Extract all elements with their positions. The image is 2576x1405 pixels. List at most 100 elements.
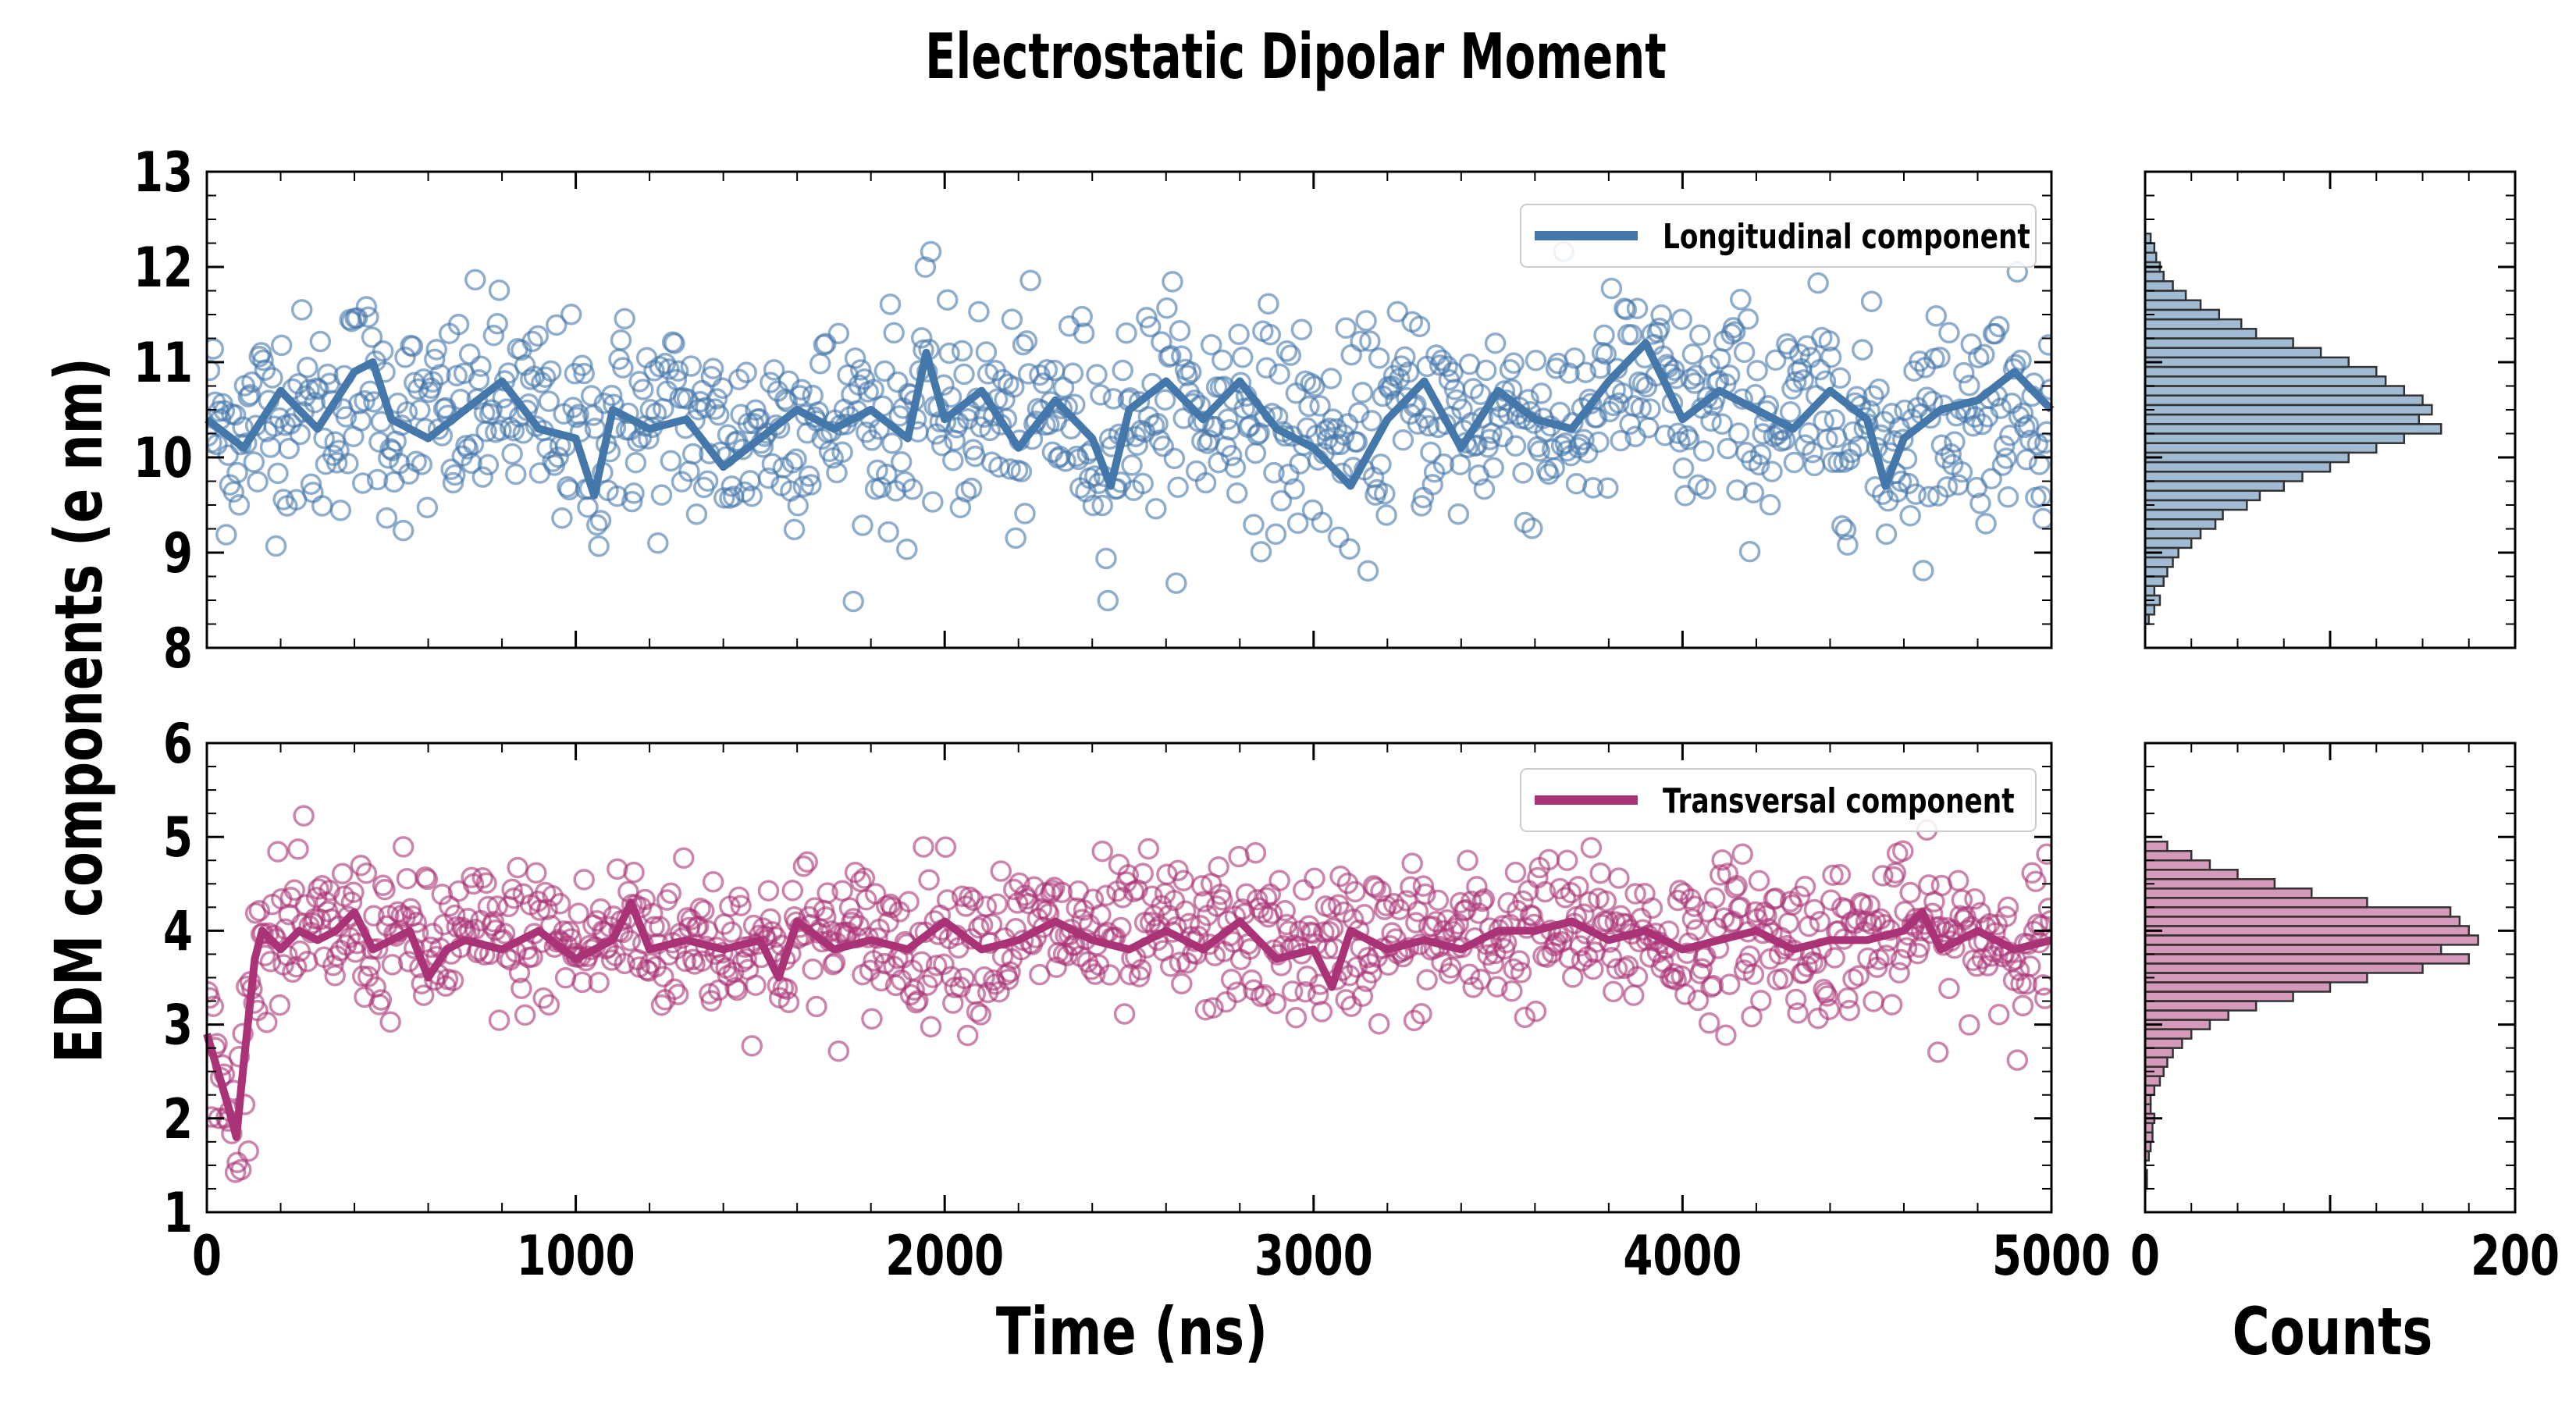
data-point [664, 333, 685, 354]
data-point [394, 347, 416, 368]
data-point [1626, 966, 1649, 988]
data-point [1621, 324, 1643, 346]
series-line [203, 898, 2053, 1141]
data-point [614, 308, 635, 330]
data-point [667, 360, 689, 382]
data-point [1252, 902, 1274, 923]
data-point [366, 468, 389, 491]
scatter-points [207, 240, 2051, 613]
data-point [838, 897, 861, 919]
data-point [1863, 991, 1884, 1012]
data-point [956, 1024, 979, 1047]
legend-label: Longitudinal component [1663, 217, 2030, 257]
y-tick-label: 3 [163, 994, 193, 1057]
histogram-bar [2144, 461, 2332, 473]
data-point [335, 406, 358, 428]
data-point [1510, 962, 1532, 984]
data-point [1803, 898, 1826, 921]
data-point [1503, 352, 1525, 374]
data-point [1987, 1004, 2010, 1026]
histogram-bar [2144, 566, 2169, 578]
histogram-bar [2144, 375, 2387, 387]
data-point [1744, 383, 1767, 406]
y-tick-label: 1 [163, 1181, 193, 1244]
data-point [1113, 1003, 1136, 1025]
data-point [252, 349, 274, 372]
data-point [1649, 317, 1670, 340]
data-point [696, 470, 719, 492]
data-point [968, 916, 990, 939]
data-point [1309, 395, 1331, 417]
data-point [2006, 1049, 2029, 1071]
data-point [1339, 538, 1361, 560]
data-point [1036, 359, 1059, 381]
data-point [2028, 454, 2051, 475]
data-point [1243, 979, 1265, 1001]
chart-title: Electrostatic Dipolar Moment [925, 21, 1667, 94]
data-point [1298, 395, 1320, 418]
x-axis-label: Time (ns) [996, 1293, 1268, 1370]
histogram-bar [2144, 953, 2470, 965]
data-point [1993, 435, 2016, 457]
data-point [1606, 958, 1628, 980]
y-tick-label: 2 [163, 1087, 193, 1151]
data-point [1283, 478, 1305, 500]
data-point [1090, 904, 1112, 926]
data-point [1626, 297, 1649, 319]
data-point [1001, 308, 1023, 330]
data-point [1281, 980, 1304, 1002]
data-point [1585, 407, 1608, 429]
data-point [1925, 305, 1948, 327]
data-point [1692, 440, 1715, 462]
data-point [431, 884, 454, 905]
data-point [1944, 431, 1966, 453]
data-point [826, 461, 848, 484]
data-point [966, 1001, 988, 1023]
data-point [442, 471, 464, 494]
data-point [1608, 867, 1630, 889]
data-point [486, 312, 508, 335]
data-point [623, 482, 645, 504]
histogram-bar [2144, 365, 2378, 378]
data-point [501, 443, 523, 465]
data-point [1159, 955, 1182, 977]
data-point [1462, 976, 1484, 998]
data-point [1512, 462, 1534, 484]
data-point [374, 878, 396, 901]
data-point [2012, 994, 2034, 1017]
data-point [1202, 997, 1224, 1019]
data-point [877, 521, 899, 543]
histogram-bar [2144, 603, 2156, 616]
data-point [902, 478, 923, 500]
data-point [1340, 343, 1362, 366]
data-point [1397, 361, 1420, 383]
data-point [1702, 974, 1724, 997]
data-point [1440, 956, 1462, 979]
data-point [1005, 527, 1026, 550]
data-point [787, 495, 809, 517]
data-point [791, 379, 813, 401]
data-point [1741, 1005, 1763, 1028]
data-point [464, 269, 486, 291]
data-point [392, 836, 415, 858]
data-point [527, 325, 549, 347]
histogram-bar [2144, 290, 2187, 301]
data-point [920, 1016, 942, 1038]
data-point [1147, 412, 1169, 435]
data-point [1095, 547, 1117, 570]
data-point [1301, 922, 1324, 944]
data-point [1484, 332, 1507, 354]
data-point [490, 419, 512, 441]
data-point [806, 995, 827, 1018]
data-point [1229, 372, 1252, 394]
data-point [1711, 849, 1733, 871]
data-point [1420, 441, 1442, 464]
data-point [1742, 482, 1765, 503]
data-point [1311, 511, 1333, 534]
data-point [1582, 958, 1604, 980]
data-point [1558, 362, 1580, 384]
data-point [401, 335, 424, 357]
data-point [600, 384, 623, 407]
data-point [571, 354, 593, 377]
data-point [1783, 451, 1806, 474]
